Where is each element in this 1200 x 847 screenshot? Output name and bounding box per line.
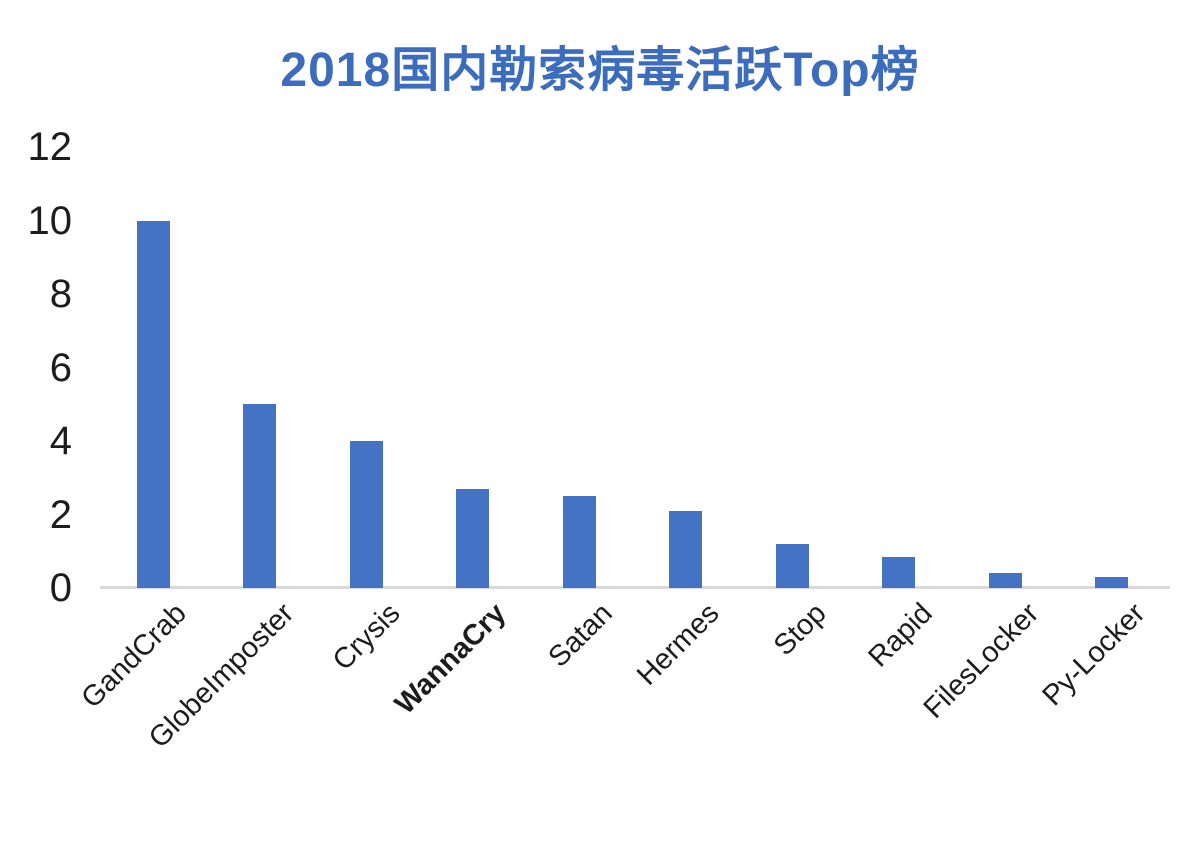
y-tick-label: 12 — [27, 125, 73, 169]
x-category-label-wannacry: WannaCry — [389, 597, 513, 721]
bar-satan — [562, 496, 596, 588]
x-category-label-hermes: Hermes — [631, 597, 726, 692]
x-category-label-rapid: Rapid — [862, 597, 939, 674]
y-tick-label: 2 — [49, 492, 72, 537]
bar-gandcrab — [136, 220, 170, 588]
bar-crysis — [349, 441, 383, 588]
bar-stop — [775, 543, 809, 588]
x-category-label-satan: Satan — [542, 597, 620, 674]
bar-rapid — [882, 556, 916, 588]
bar-fileslocker — [988, 573, 1022, 588]
bar-wannacry — [456, 488, 490, 588]
y-tick-label: 6 — [49, 345, 72, 390]
x-axis-line — [100, 586, 1170, 589]
y-tick-label: 0 — [49, 566, 72, 610]
bar-py-locker — [1095, 576, 1129, 588]
y-tick-label: 10 — [27, 198, 73, 243]
x-category-label-py-locker: Py-Locker — [1036, 597, 1152, 713]
chart-title: 2018国内勒索病毒活跃Top榜 — [280, 44, 920, 97]
bar-hermes — [669, 510, 703, 588]
bar-globeimposter — [243, 404, 277, 588]
x-category-label-crysis: Crysis — [326, 597, 407, 677]
x-category-label-stop: Stop — [767, 597, 833, 663]
y-tick-label: 8 — [49, 272, 72, 316]
x-category-label-fileslocker: FilesLocker — [917, 597, 1046, 725]
y-tick-label: 4 — [49, 419, 72, 463]
